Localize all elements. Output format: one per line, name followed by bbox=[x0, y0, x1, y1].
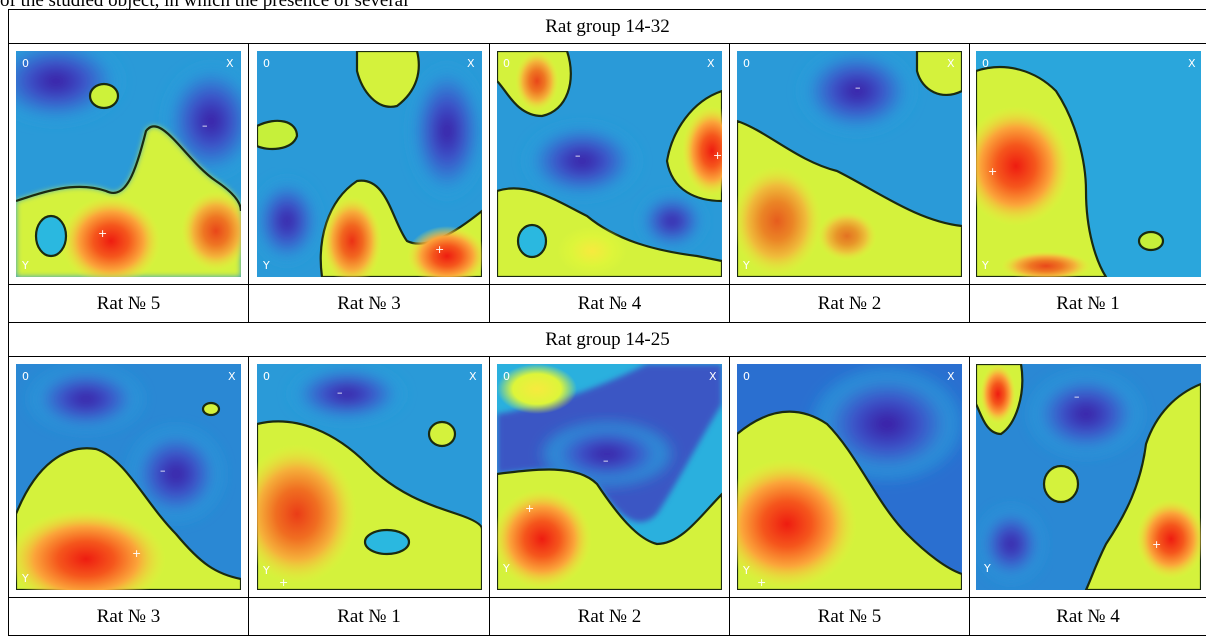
origin-label: 0 bbox=[743, 57, 750, 70]
origin-label: 0 bbox=[263, 370, 270, 383]
x-label: X bbox=[469, 370, 477, 383]
x-label: X bbox=[228, 370, 236, 383]
origin-label: 0 bbox=[982, 57, 989, 70]
minus-marker: – bbox=[202, 119, 208, 132]
plus-marker: + bbox=[525, 502, 534, 515]
contour-map: 0 X – + Y bbox=[497, 364, 722, 590]
map-cell: 0 X Y + bbox=[729, 356, 970, 598]
x-label: X bbox=[947, 57, 955, 70]
y-label: Y bbox=[21, 259, 29, 272]
plus-marker: + bbox=[988, 165, 997, 178]
minus-marker: – bbox=[1074, 390, 1080, 403]
x-label: X bbox=[947, 370, 955, 383]
x-label: X bbox=[709, 370, 717, 383]
map-cell: 0 X – + bbox=[489, 43, 730, 285]
map-caption: Rat № 4 bbox=[489, 284, 730, 323]
map-cell: 0 X – Y bbox=[729, 43, 970, 285]
map-caption: Rat № 4 bbox=[969, 597, 1206, 636]
minus-marker: – bbox=[575, 149, 581, 162]
y-label: Y bbox=[262, 259, 270, 272]
contour-map: 0 X – + Y bbox=[16, 364, 241, 590]
y-label: Y bbox=[502, 562, 510, 575]
map-cell: 0 X – + Y bbox=[8, 356, 249, 598]
map-caption: Rat № 3 bbox=[248, 284, 490, 323]
contour-map: 0 X – Y bbox=[737, 51, 962, 277]
map-cell: 0 X Y + bbox=[248, 43, 490, 285]
y-label: Y bbox=[983, 562, 991, 575]
y-label: Y bbox=[742, 564, 750, 577]
plus-marker: + bbox=[132, 547, 141, 560]
map-cell: 0 X – + Y bbox=[489, 356, 730, 598]
map-cell: – + Y bbox=[969, 356, 1206, 598]
rat-maps-table: Rat group 14-32 0 X Y + – bbox=[8, 9, 1206, 636]
map-caption: Rat № 1 bbox=[248, 597, 490, 636]
group-title: Rat group 14-25 bbox=[8, 322, 1206, 357]
x-label: X bbox=[226, 57, 234, 70]
plus-marker: + bbox=[1152, 538, 1161, 551]
map-caption: Rat № 3 bbox=[8, 597, 249, 636]
minus-marker: – bbox=[160, 464, 166, 477]
map-cell: 0 X + Y bbox=[969, 43, 1206, 285]
plus-marker: + bbox=[279, 576, 288, 589]
contour-map: 0 X – + bbox=[497, 51, 722, 277]
minus-marker: – bbox=[603, 454, 609, 467]
origin-label: 0 bbox=[22, 370, 29, 383]
map-cell: 0 X Y + – bbox=[8, 43, 249, 285]
map-caption: Rat № 2 bbox=[489, 597, 730, 636]
x-label: X bbox=[707, 57, 715, 70]
intro-text: of the studied object, in which the pres… bbox=[0, 0, 409, 11]
plus-marker: + bbox=[98, 227, 107, 240]
y-label: Y bbox=[21, 572, 29, 585]
y-label: Y bbox=[262, 564, 270, 577]
y-label: Y bbox=[981, 259, 989, 272]
y-label: Y bbox=[742, 259, 750, 272]
map-cell: 0 X – Y + bbox=[248, 356, 490, 598]
x-label: X bbox=[467, 57, 475, 70]
minus-marker: – bbox=[337, 386, 343, 399]
contour-map: – + Y bbox=[975, 364, 1201, 590]
origin-label: 0 bbox=[503, 57, 510, 70]
origin-label: 0 bbox=[263, 57, 270, 70]
minus-marker: – bbox=[855, 81, 861, 94]
map-caption: Rat № 1 bbox=[969, 284, 1206, 323]
group-title: Rat group 14-32 bbox=[8, 9, 1206, 44]
origin-label: 0 bbox=[22, 57, 29, 70]
origin-label: 0 bbox=[503, 370, 510, 383]
plus-marker: + bbox=[757, 576, 766, 589]
map-caption: Rat № 2 bbox=[729, 284, 970, 323]
map-caption: Rat № 5 bbox=[8, 284, 249, 323]
map-caption: Rat № 5 bbox=[729, 597, 970, 636]
plus-marker: + bbox=[435, 243, 444, 256]
contour-map: 0 X Y + – bbox=[16, 51, 241, 277]
origin-label: 0 bbox=[743, 370, 750, 383]
contour-map: 0 X + Y bbox=[975, 51, 1201, 277]
contour-map: 0 X – Y + bbox=[256, 364, 482, 590]
plus-marker: + bbox=[713, 149, 722, 162]
contour-map: 0 X Y + bbox=[737, 364, 962, 590]
contour-map: 0 X Y + bbox=[256, 51, 482, 277]
x-label: X bbox=[1188, 57, 1196, 70]
